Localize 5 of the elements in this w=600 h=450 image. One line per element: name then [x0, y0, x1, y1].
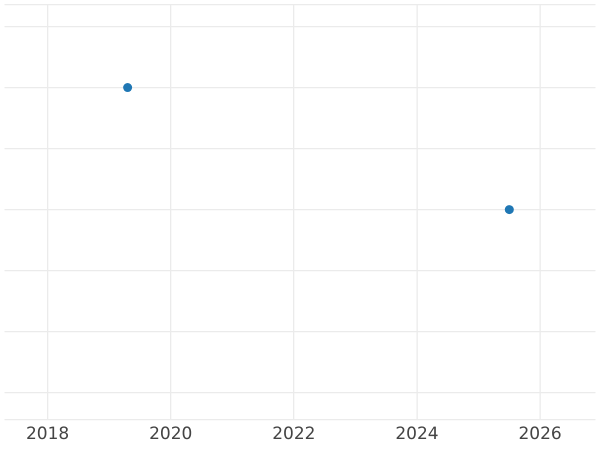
x-tick-label: 2020 — [149, 424, 192, 444]
x-tick-label: 2024 — [395, 424, 439, 444]
x-tick-label: 2018 — [26, 424, 70, 444]
x-tick-label: 2022 — [272, 424, 316, 444]
x-tick-label: 2026 — [518, 424, 562, 444]
